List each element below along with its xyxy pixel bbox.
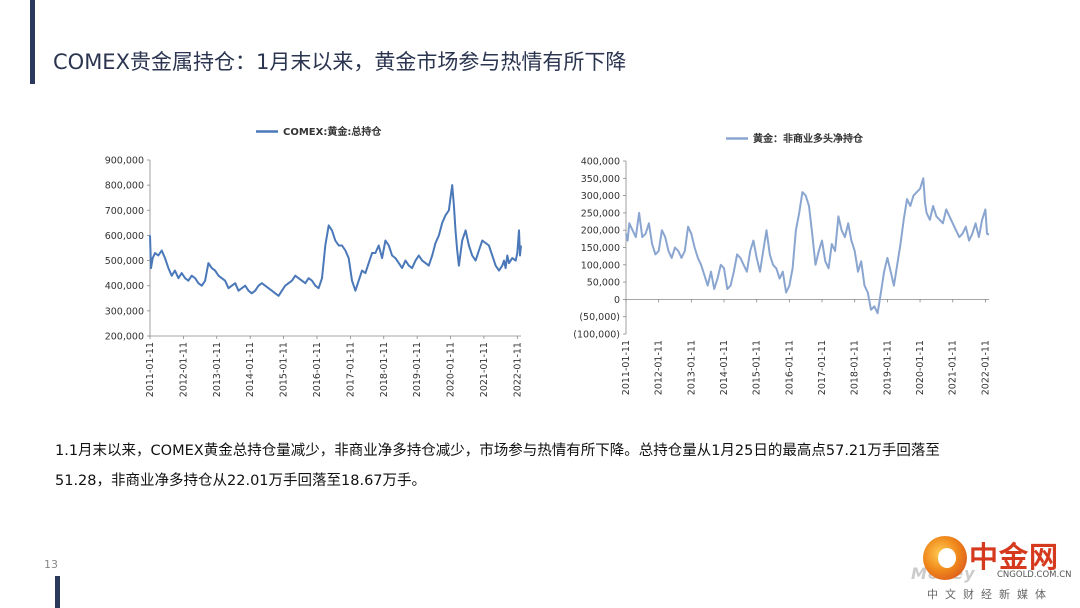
- right-chart-x-tick-label: 2021-01-11: [948, 340, 959, 395]
- chart-noncommercial-net-long-svg: (100,000) (50,000) 0 50,000 100,000 150,000 20…: [573, 132, 991, 395]
- left-chart-x-tick-label: 2013-01-11: [212, 342, 223, 397]
- left-chart-y-tick-label: 500,000: [105, 256, 144, 267]
- right-chart-x-tick-label: 2015-01-11: [752, 340, 763, 395]
- accent-bar-bottom: [55, 576, 60, 608]
- right-chart-x-tick-label: 2019-01-11: [882, 340, 893, 395]
- logo-domain: CNGOLD.COM.CN: [997, 570, 1072, 580]
- left-chart-x-tick-label: 2018-01-11: [379, 342, 390, 397]
- right-chart-x-tick-label: 2018-01-11: [850, 340, 861, 395]
- left-chart-y-tick-label: 700,000: [105, 206, 144, 217]
- left-chart-legend-label: COMEX:黄金:总持仓: [283, 125, 382, 138]
- chart-noncommercial-net-long: (100,000) (50,000) 0 50,000 100,000 150,000 20…: [568, 125, 1008, 408]
- right-chart-x-tick-label: 2016-01-11: [784, 340, 795, 395]
- body-line-1: 1.1月末以来，COMEX黄金总持仓量减少，非商业净多持仓减少，市场参与热情有所…: [55, 443, 940, 459]
- publisher-logo: Money 中金网 CNGOLD.COM.CN 中文财经新媒体: [905, 528, 1075, 606]
- chart-total-open-interest: 200,000 300,000 400,000 500,000 600,000 700,0…: [96, 118, 546, 408]
- left-chart-y-tick-label: 800,000: [105, 181, 144, 192]
- left-chart-x-tick-label: 2012-01-11: [178, 342, 189, 397]
- left-chart-y-tick-label: 200,000: [105, 332, 144, 343]
- right-chart-y-tick-label: 150,000: [581, 243, 620, 254]
- left-chart-y-tick-label: 900,000: [105, 156, 144, 167]
- right-chart-x-tick-label: 2011-01-11: [621, 340, 632, 395]
- right-chart-x-tick-label: 2022-01-11: [980, 340, 991, 395]
- left-chart-x-tick-label: 2020-01-11: [446, 342, 457, 397]
- right-chart-y-tick-label: (100,000): [573, 330, 620, 341]
- right-chart-y-tick-label: 350,000: [581, 174, 620, 185]
- body-line-2: 51.28，非商业净多持仓从22.01万手回落至18.67万手。: [55, 473, 427, 489]
- right-chart-x-tick-label: 2014-01-11: [719, 340, 730, 395]
- left-chart-x-tick-label: 2022-01-11: [512, 342, 523, 397]
- left-chart-x-tick-label: 2019-01-11: [412, 342, 423, 397]
- left-chart-series-line: [149, 184, 522, 297]
- logo-name: 中金网: [969, 540, 1060, 574]
- left-chart-y-tick-label: 400,000: [105, 281, 144, 292]
- right-chart-y-tick-label: 300,000: [581, 191, 620, 202]
- right-chart-x-tick-label: 2012-01-11: [654, 340, 665, 395]
- right-chart-y-tick-label: 250,000: [581, 208, 620, 219]
- left-chart-y-tick-label: 300,000: [105, 306, 144, 317]
- right-chart-x-tick-label: 2017-01-11: [817, 340, 828, 395]
- right-chart-y-tick-label: 200,000: [581, 226, 620, 237]
- right-chart-legend-label: 黄金：非商业多头净持仓: [753, 132, 864, 145]
- right-chart-y-tick-label: 50,000: [587, 278, 620, 289]
- right-chart-y-tick-label: 100,000: [581, 260, 620, 271]
- left-chart-x-tick-label: 2016-01-11: [312, 342, 323, 397]
- chart-total-open-interest-svg: 200,000 300,000 400,000 500,000 600,000 700,0…: [105, 125, 524, 397]
- logo-mark-icon: [923, 536, 967, 580]
- logo-mark-inner-icon: [938, 548, 956, 568]
- left-chart-x-tick-label: 2015-01-11: [279, 342, 290, 397]
- right-chart-y-tick-label: 400,000: [581, 157, 620, 168]
- left-chart-y-tick-label: 600,000: [105, 231, 144, 242]
- right-chart-y-tick-label: (50,000): [579, 312, 620, 323]
- slide-title: COMEX贵金属持仓：1月末以来，黄金市场参与热情有所下降: [53, 50, 627, 74]
- left-chart-x-tick-label: 2014-01-11: [245, 342, 256, 397]
- body-paragraph: 1.1月末以来，COMEX黄金总持仓量减少，非商业净多持仓减少，市场参与热情有所…: [55, 436, 1030, 496]
- left-chart-x-tick-label: 2011-01-11: [145, 342, 156, 397]
- left-chart-x-tick-label: 2017-01-11: [345, 342, 356, 397]
- right-chart-x-tick-label: 2013-01-11: [686, 340, 697, 395]
- right-chart-x-tick-label: 2020-01-11: [915, 340, 926, 395]
- left-chart-x-tick-label: 2021-01-11: [479, 342, 490, 397]
- page-number: 13: [44, 558, 58, 571]
- right-chart-y-tick-label: 0: [614, 295, 620, 306]
- logo-tagline: 中文财经新媒体: [927, 588, 1053, 601]
- right-chart-series-line: [625, 177, 990, 315]
- accent-bar-top: [30, 0, 35, 84]
